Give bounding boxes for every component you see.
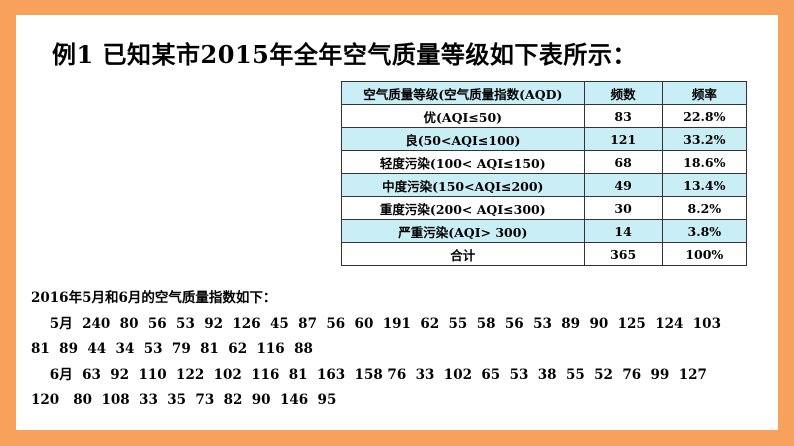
table-cell: 重度污染(200< AQI≤300) bbox=[341, 196, 585, 220]
table-header-row: 空气质量等级(空气质量指数(AQD) 频数 频率 bbox=[341, 81, 748, 105]
may-data-line-continued: 81 89 44 34 53 79 81 62 116 88 bbox=[31, 341, 313, 357]
table-cell: 3.8% bbox=[661, 219, 748, 243]
table-row: 重度污染(200< AQI≤300) 30 8.2% bbox=[341, 196, 748, 220]
table-cell: 83 bbox=[583, 104, 663, 128]
table-cell: 22.8% bbox=[661, 104, 748, 128]
table-cell: 优(AQI≤50) bbox=[341, 104, 585, 128]
table-cell: 18.6% bbox=[661, 150, 748, 174]
table-cell: 49 bbox=[583, 173, 663, 197]
total-cell: 100% bbox=[661, 242, 748, 266]
table-row: 轻度污染(100< AQI≤150) 68 18.6% bbox=[341, 150, 748, 174]
data-intro-line: 2016年5月和6月的空气质量指数如下： bbox=[31, 290, 277, 306]
table-row: 严重污染(AQI> 300) 14 3.8% bbox=[341, 219, 748, 243]
aqi-data-block: 2016年5月和6月的空气质量指数如下： 5月 240 80 56 53 92 … bbox=[31, 286, 721, 414]
slide: 例1 已知某市2015年全年空气质量等级如下表所示： 空气质量等级(空气质量指数… bbox=[16, 15, 778, 430]
header-cell: 频率 bbox=[661, 81, 748, 105]
table-total-row: 合计 365 100% bbox=[341, 242, 748, 266]
table-cell: 轻度污染(100< AQI≤150) bbox=[341, 150, 585, 174]
table-row: 中度污染(150<AQI≤200) 49 13.4% bbox=[341, 173, 748, 197]
total-cell: 合计 bbox=[341, 242, 585, 266]
table-cell: 8.2% bbox=[661, 196, 748, 220]
table-row: 优(AQI≤50) 83 22.8% bbox=[341, 104, 748, 128]
table-cell: 14 bbox=[583, 219, 663, 243]
table-cell: 121 bbox=[583, 127, 663, 151]
air-quality-table: 空气质量等级(空气质量指数(AQD) 频数 频率 优(AQI≤50) 83 22… bbox=[341, 81, 748, 266]
table-cell: 68 bbox=[583, 150, 663, 174]
header-cell: 空气质量等级(空气质量指数(AQD) bbox=[341, 81, 585, 105]
table-cell: 30 bbox=[583, 196, 663, 220]
table-cell: 13.4% bbox=[661, 173, 748, 197]
table-row: 良(50<AQI≤100) 121 33.2% bbox=[341, 127, 748, 151]
june-data-line-continued: 120 80 108 33 35 73 82 90 146 95 bbox=[31, 392, 337, 408]
may-data-line: 5月 240 80 56 53 92 126 45 87 56 60 191 6… bbox=[31, 315, 721, 332]
table-cell: 中度污染(150<AQI≤200) bbox=[341, 173, 585, 197]
table-cell: 严重污染(AQI> 300) bbox=[341, 219, 585, 243]
table-cell: 33.2% bbox=[661, 127, 748, 151]
june-data-line: 6月 63 92 110 122 102 116 81 163 158 76 3… bbox=[31, 366, 707, 383]
header-cell: 频数 bbox=[583, 81, 663, 105]
table-cell: 良(50<AQI≤100) bbox=[341, 127, 585, 151]
total-cell: 365 bbox=[583, 242, 663, 266]
page-title: 例1 已知某市2015年全年空气质量等级如下表所示： bbox=[52, 40, 637, 69]
